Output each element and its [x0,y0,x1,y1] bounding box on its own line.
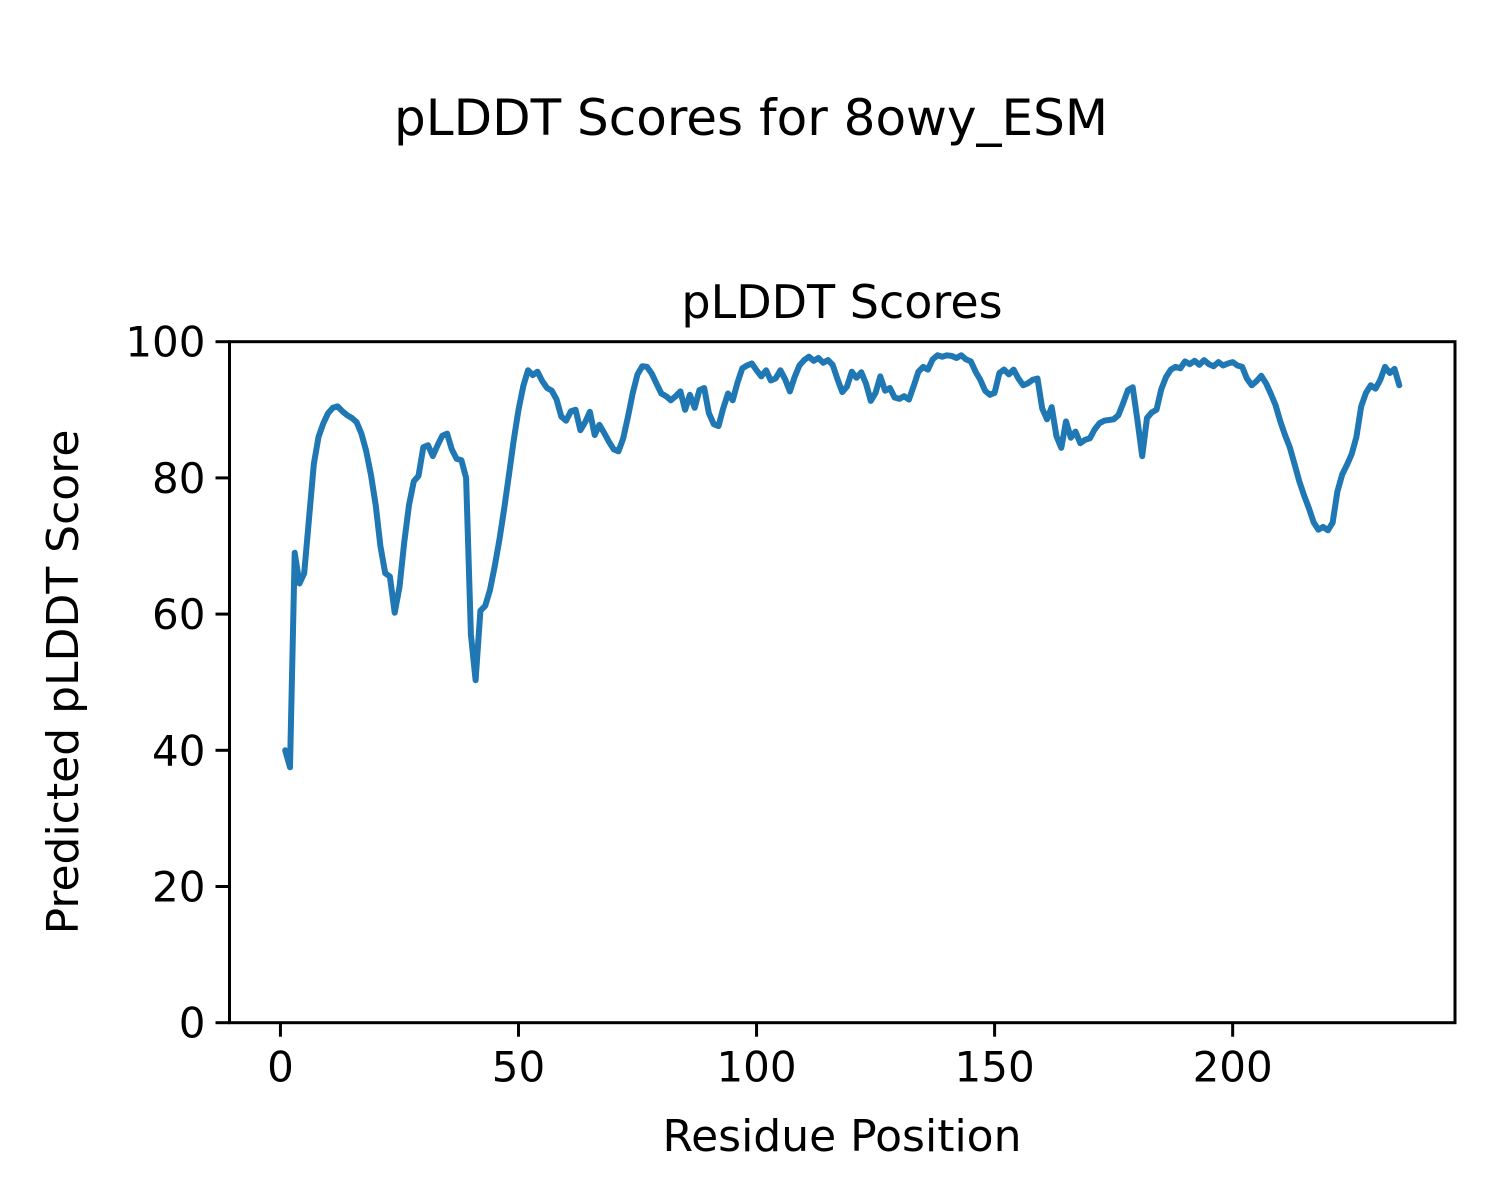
y-tick-label: 100 [125,318,205,367]
y-tick-label: 60 [152,590,205,639]
plot-frame [228,340,1457,1025]
y-axis-label: Predicted pLDDT Score [38,430,89,935]
axes-title: pLDDT Scores [681,275,1002,329]
x-tick-label: 50 [492,1043,545,1092]
y-tick-label: 0 [179,999,206,1048]
y-tick-label: 80 [152,454,205,503]
x-tick-label: 100 [716,1043,796,1092]
x-tick-label: 200 [1193,1043,1273,1092]
y-tick-label: 40 [152,726,205,775]
plddt-score-line [282,352,1403,771]
x-axis-label: Residue Position [662,1111,1021,1162]
x-tick-label: 150 [955,1043,1035,1092]
plot-area: 0 50 100 150 200 0 20 40 60 80 100 [125,318,1457,1092]
figure-title: pLDDT Scores for 8owy_ESM [394,89,1108,147]
y-tick-label: 20 [152,863,205,912]
x-tick-label: 0 [267,1043,294,1092]
